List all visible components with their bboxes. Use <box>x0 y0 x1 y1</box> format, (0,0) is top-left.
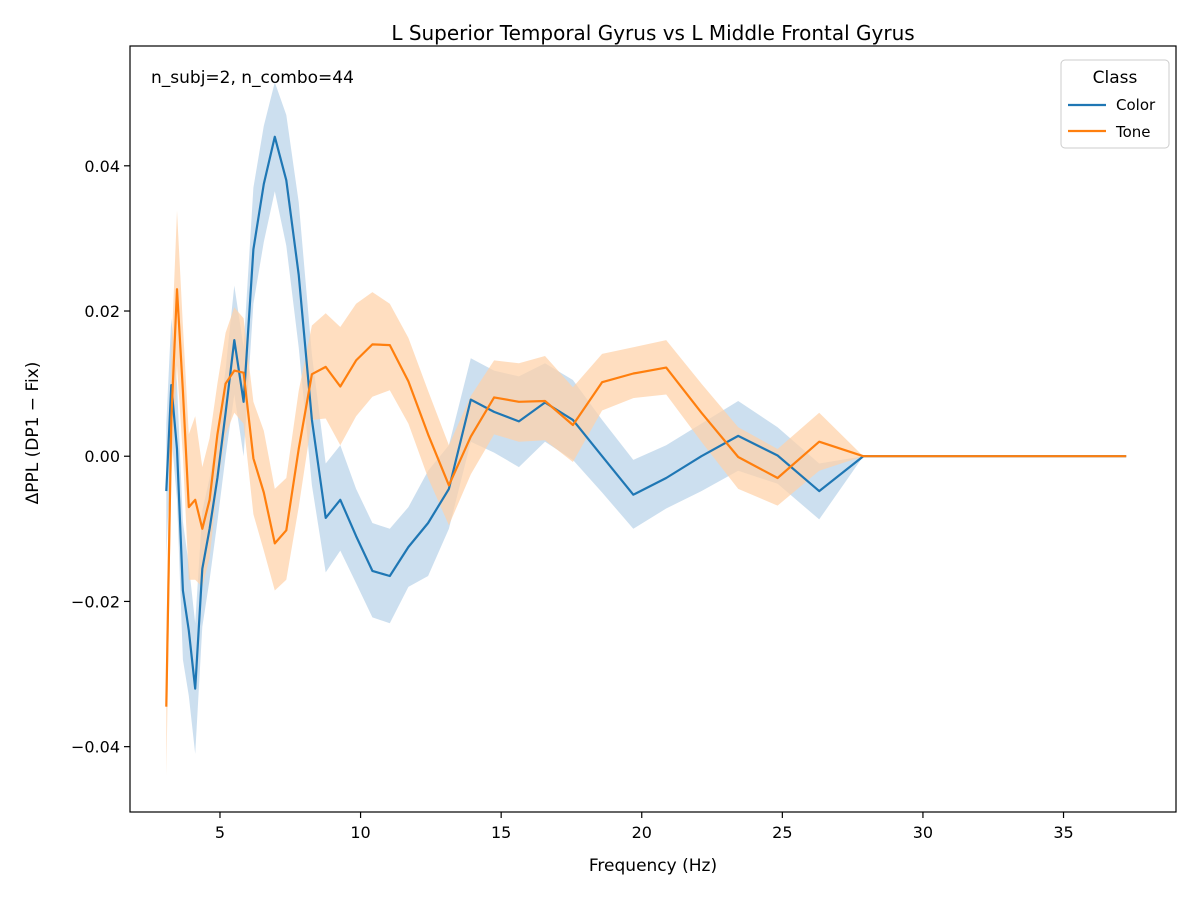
legend-label-tone: Tone <box>1115 123 1151 141</box>
x-axis-label: Frequency (Hz) <box>589 856 717 876</box>
band-color <box>166 82 1127 754</box>
series-line-tone <box>165 288 1127 707</box>
x-tick-label: 30 <box>913 823 933 842</box>
legend: Class Color Tone <box>1060 59 1170 149</box>
x-axis: 5 10 15 20 25 30 35 <box>215 812 1074 842</box>
legend-title: Class <box>1093 68 1138 88</box>
y-tick-label: 0.00 <box>84 447 120 466</box>
series-lines <box>165 135 1127 707</box>
band-tone <box>166 210 1127 776</box>
annotation: n_subj=2, n_combo=44 <box>151 68 354 88</box>
y-axis: −0.04 −0.02 0.00 0.02 0.04 <box>71 157 130 757</box>
y-tick-label: 0.02 <box>84 302 120 321</box>
legend-label-color: Color <box>1116 96 1156 114</box>
plot-frame <box>129 45 1177 813</box>
confidence-bands <box>166 82 1127 776</box>
x-tick-label: 5 <box>215 823 225 842</box>
x-tick-label: 20 <box>632 823 652 842</box>
x-tick-label: 15 <box>491 823 511 842</box>
y-tick-label: −0.04 <box>71 738 120 757</box>
chart-title: L Superior Temporal Gyrus vs L Middle Fr… <box>391 21 914 45</box>
x-tick-label: 10 <box>350 823 370 842</box>
y-axis-label: ΔPPL (DP1 − Fix) <box>23 362 43 505</box>
x-tick-label: 25 <box>772 823 792 842</box>
y-tick-label: 0.04 <box>84 157 120 176</box>
x-tick-label: 35 <box>1053 823 1073 842</box>
y-tick-label: −0.02 <box>71 592 120 611</box>
series-line-color <box>165 135 1127 690</box>
legend-box <box>1060 59 1170 149</box>
